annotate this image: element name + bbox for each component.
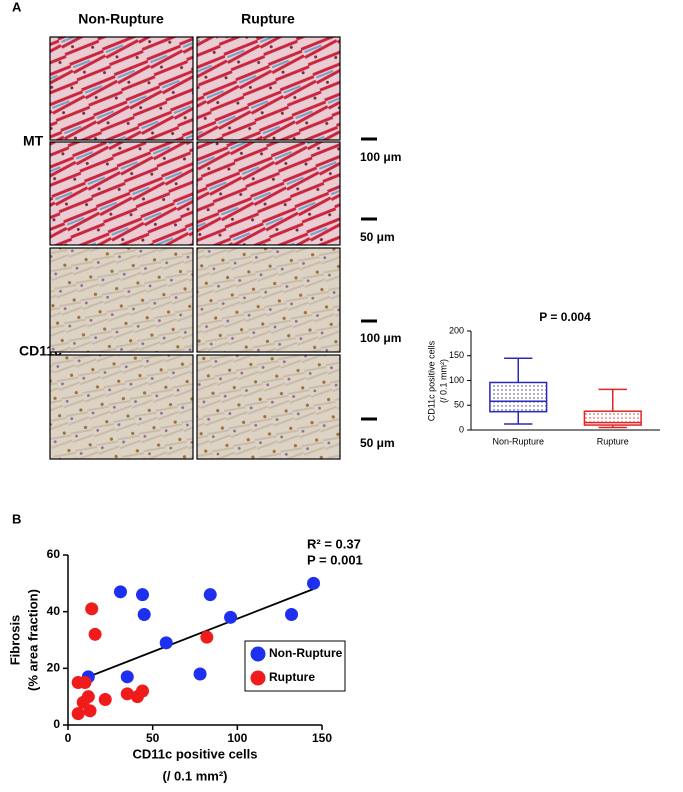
x-tick-label: 0 [65,731,72,745]
annotation: P = 0.001 [307,552,363,567]
point [159,636,173,650]
scale-label: 100 μm [360,150,401,164]
micrograph [49,36,194,141]
x-tick-label: 50 [146,731,160,745]
y-tick-label: 20 [47,661,61,675]
y-tick-label: 0 [53,717,60,731]
micrographs [49,36,341,460]
y-axis-label: Fibrosis [7,615,22,666]
x-tick-label: Non-Rupture [492,436,544,446]
point [120,687,134,701]
point [113,585,127,599]
scale-label: 50 μm [360,230,395,244]
legend-label: Non-Rupture [269,646,343,660]
legend-label: Rupture [269,670,315,684]
point [136,588,150,602]
column-heading: Non-Rupture [78,11,164,27]
fit-line [87,588,314,678]
x-axis-label: (/ 0.1 mm²) [162,768,227,783]
y-tick-label: 100 [449,375,464,385]
point [203,588,217,602]
point [83,704,97,718]
x-tick-label: 100 [227,731,247,745]
point [78,676,92,689]
x-tick-label: Rupture [597,436,629,446]
box [583,410,642,426]
point [71,707,85,721]
column-heading: Rupture [241,11,295,27]
point [85,602,99,616]
point [307,576,321,590]
box [489,381,548,413]
micrograph [196,36,341,141]
y-tick-label: 0 [459,424,464,434]
scale-label: 50 μm [360,436,395,450]
point [193,667,207,681]
panel-label: B [12,511,21,526]
micrograph [196,354,341,460]
y-tick-label: 200 [449,325,464,335]
point [98,693,112,706]
y-tick-label: 60 [47,547,61,561]
y-axis-label: (% area fraction) [25,589,40,691]
point [136,684,150,698]
y-axis-label: CD11c positive cells [426,340,436,421]
scale-label: 100 μm [360,331,401,345]
point [81,690,95,704]
legend-marker [250,670,266,686]
micrograph [196,247,341,353]
point [120,670,134,684]
x-tick-label: 150 [312,731,332,745]
point [200,630,214,644]
annotation: R² = 0.37 [307,536,361,551]
point [224,610,238,624]
point [88,627,102,641]
micrograph [196,141,341,246]
micrograph [49,354,194,460]
row-heading: MT [23,133,44,149]
y-tick-label: 40 [47,604,61,618]
point [137,608,151,621]
panel-label: A [12,0,22,14]
point [285,608,299,621]
y-tick-label: 150 [449,350,464,360]
legend-marker [250,646,266,662]
micrograph [49,247,194,353]
scale-bars [361,137,377,421]
y-tick-label: 50 [454,400,464,410]
x-axis-label: CD11c positive cells [132,746,257,761]
y-axis-label: (/ 0.1 mm²) [438,359,448,403]
micrograph [49,141,194,246]
chart-title: P = 0.004 [539,310,591,324]
